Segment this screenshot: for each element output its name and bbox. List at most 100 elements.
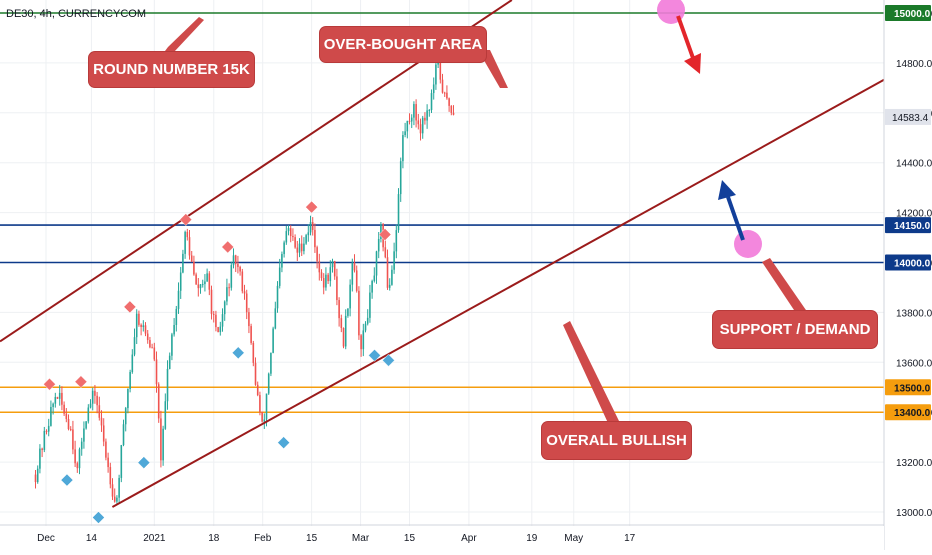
- swing-low-marker: [277, 436, 291, 450]
- candle-body: [47, 425, 50, 432]
- candle-body: [221, 314, 224, 327]
- level-price-tag: [885, 254, 931, 271]
- candle-body: [144, 325, 147, 334]
- candle-body: [294, 237, 296, 248]
- x-tick-label: May: [564, 533, 583, 544]
- candle-body: [452, 112, 455, 115]
- candle-body: [360, 335, 362, 350]
- candle-body: [243, 291, 246, 294]
- candle-body: [102, 425, 105, 442]
- candle-body: [83, 428, 85, 442]
- swing-low-marker: [92, 511, 105, 524]
- candle-body: [153, 347, 156, 360]
- candle-body: [72, 429, 74, 450]
- candle-body: [85, 421, 87, 429]
- candle-body: [287, 228, 290, 232]
- candle-body: [289, 228, 292, 236]
- x-tick-label: Dec: [37, 533, 55, 544]
- candle-body: [426, 110, 428, 121]
- candle-body: [39, 448, 41, 469]
- candle-body: [259, 395, 261, 412]
- x-tick-label: 14: [86, 533, 98, 544]
- candle-body: [320, 272, 323, 279]
- candle-body: [206, 273, 208, 282]
- annotation-arrows: [162, 0, 808, 423]
- candle-body: [226, 287, 228, 302]
- candle-body: [402, 135, 404, 162]
- candle-body: [212, 313, 215, 315]
- y-axis-bg: [885, 0, 932, 550]
- candle-body: [406, 120, 409, 132]
- swing-high-marker: [123, 300, 137, 314]
- candle-body: [173, 324, 175, 335]
- candle-body: [199, 284, 202, 289]
- level-price-tag: [885, 379, 931, 396]
- candle-body: [168, 355, 171, 369]
- x-axis: Dec 14 2021 18 Feb 15 Mar 15 Apr 19 May 17: [0, 524, 884, 550]
- level-price-label: 15000.0: [894, 9, 931, 20]
- candle-body: [175, 308, 178, 325]
- candle-body: [424, 117, 426, 121]
- y-tick-label: 14800.0: [896, 59, 932, 70]
- callout-round-number: ROUND NUMBER 15K: [89, 52, 254, 87]
- candle-body: [76, 463, 79, 469]
- candle-body: [65, 413, 68, 420]
- candle-body: [336, 276, 338, 301]
- candle-body: [228, 287, 230, 289]
- candle-body: [234, 255, 237, 264]
- arrow-down-head: [684, 53, 701, 74]
- x-tick-label: 2021: [143, 533, 166, 544]
- candle-body: [408, 120, 411, 122]
- candle-body: [52, 403, 54, 407]
- candle-body: [432, 84, 435, 94]
- candle-body: [166, 368, 169, 402]
- candle-body: [204, 281, 206, 285]
- candle-body: [419, 124, 422, 134]
- y-tick-label: 13000.0: [896, 508, 932, 519]
- touch-circle-support: [734, 230, 762, 258]
- candle-body: [364, 323, 367, 331]
- callout-pointer-support: [762, 258, 808, 313]
- candle-body: [355, 270, 358, 291]
- candle-body: [142, 325, 145, 327]
- candle-body: [138, 313, 140, 325]
- candle-body: [340, 318, 343, 328]
- candle-body: [358, 290, 360, 336]
- last-price-tag: [885, 108, 931, 125]
- candle-body: [410, 117, 413, 122]
- candle-body: [404, 131, 406, 136]
- candle-body: [151, 347, 153, 349]
- candle-body: [428, 109, 431, 111]
- candle-body: [303, 243, 305, 252]
- y-tick-label: 14400.0: [896, 159, 932, 170]
- swing-high-marker: [378, 228, 392, 241]
- candle-body: [384, 247, 387, 258]
- candle-body: [296, 247, 299, 253]
- x-tick-label: 15: [404, 533, 416, 544]
- candle-body: [261, 411, 263, 422]
- candle-body: [74, 449, 76, 464]
- candle-body: [333, 261, 336, 277]
- candle-body: [415, 104, 417, 121]
- y-tick-label: 13800.0: [896, 308, 932, 319]
- callout-pointer-bullish: [563, 321, 620, 423]
- candle-body: [135, 313, 138, 338]
- candle-body: [276, 285, 279, 309]
- y-axis: 15000.014800.014600.014400.014200.014000…: [883, 0, 932, 550]
- candle-body: [63, 404, 65, 414]
- candle-body: [309, 222, 312, 233]
- candle-body: [118, 477, 120, 498]
- candle-body: [96, 395, 98, 406]
- candle-body: [155, 359, 158, 385]
- candle-body: [399, 161, 402, 195]
- candle-body: [439, 61, 442, 80]
- candle-body: [61, 392, 63, 405]
- level-price-label: 13500.0: [894, 383, 931, 394]
- candle-body: [111, 484, 114, 497]
- candle-body: [311, 222, 314, 230]
- candle-body: [395, 230, 398, 252]
- swing-low-marker: [137, 456, 151, 469]
- candle-body: [215, 314, 217, 328]
- candle-body: [272, 328, 274, 353]
- candle-body: [417, 120, 420, 125]
